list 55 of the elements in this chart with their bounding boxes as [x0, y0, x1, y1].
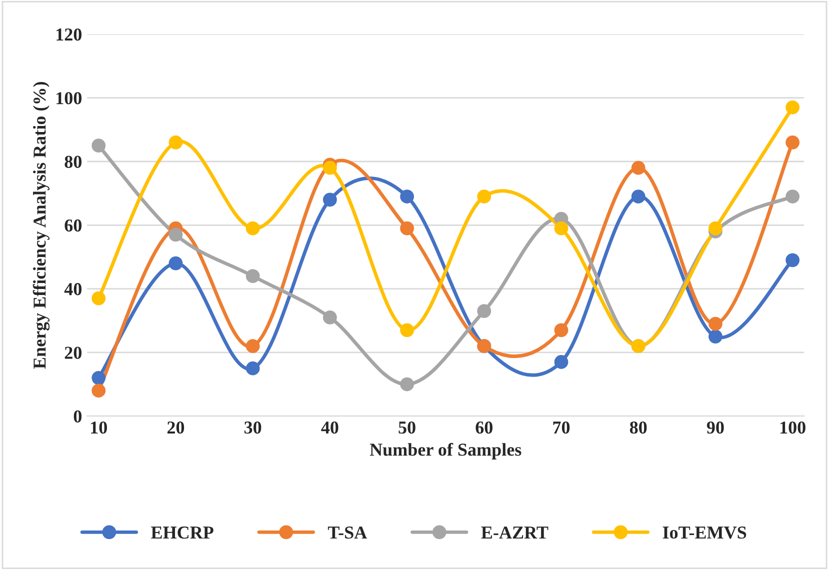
- point: [708, 330, 722, 344]
- x-tick-label: 100: [780, 421, 806, 434]
- x-axis-title: Number of Samples: [370, 442, 522, 460]
- point: [246, 339, 260, 354]
- point: [322, 192, 337, 207]
- point: [246, 269, 260, 284]
- y-axis-title: Energy Efficiency Analysis Ratio (%): [32, 82, 50, 369]
- point: [786, 135, 800, 150]
- legend-label: E-AZRT: [481, 526, 548, 539]
- point: [708, 221, 722, 236]
- x-tick-label: 50: [398, 421, 416, 434]
- y-tick-label: 60: [64, 219, 82, 232]
- x-tick-label: 70: [553, 421, 570, 434]
- point: [322, 310, 337, 324]
- point: [708, 316, 722, 331]
- point: [400, 221, 414, 236]
- legend-label: EHCRP: [151, 526, 214, 539]
- point: [92, 291, 106, 306]
- point: [168, 135, 183, 150]
- point: [92, 384, 106, 398]
- point: [631, 160, 646, 175]
- point: [246, 361, 260, 376]
- x-tick-label: 30: [244, 421, 262, 434]
- point: [786, 190, 800, 204]
- point: [554, 355, 568, 369]
- x-tick-label: 90: [706, 421, 724, 434]
- point: [477, 304, 492, 318]
- y-tick-label: 20: [64, 346, 82, 359]
- y-tick-label: 120: [56, 28, 82, 41]
- legend-label: IoT-EMVS: [662, 526, 746, 539]
- point: [168, 256, 183, 270]
- point: [322, 160, 337, 175]
- point: [92, 138, 106, 153]
- x-tick-label: 80: [630, 421, 647, 434]
- y-tick-label: 40: [64, 283, 82, 296]
- point: [554, 323, 568, 338]
- point: [400, 377, 414, 392]
- x-tick-label: 20: [167, 421, 184, 434]
- point: [477, 190, 492, 204]
- point: [168, 228, 183, 242]
- y-tick-label: 0: [74, 410, 82, 423]
- point: [400, 323, 414, 338]
- point: [631, 190, 646, 204]
- point: [786, 253, 800, 268]
- point: [92, 370, 106, 385]
- point: [786, 100, 800, 114]
- point: [400, 190, 414, 204]
- x-tick-label: 60: [476, 421, 492, 434]
- legend-label: T-SA: [328, 526, 368, 539]
- y-tick-label: 80: [64, 156, 82, 168]
- point: [554, 221, 568, 236]
- x-tick-label: 40: [321, 421, 338, 434]
- y-tick-label: 100: [56, 92, 82, 104]
- point: [246, 221, 260, 236]
- x-tick-label: 10: [91, 421, 107, 434]
